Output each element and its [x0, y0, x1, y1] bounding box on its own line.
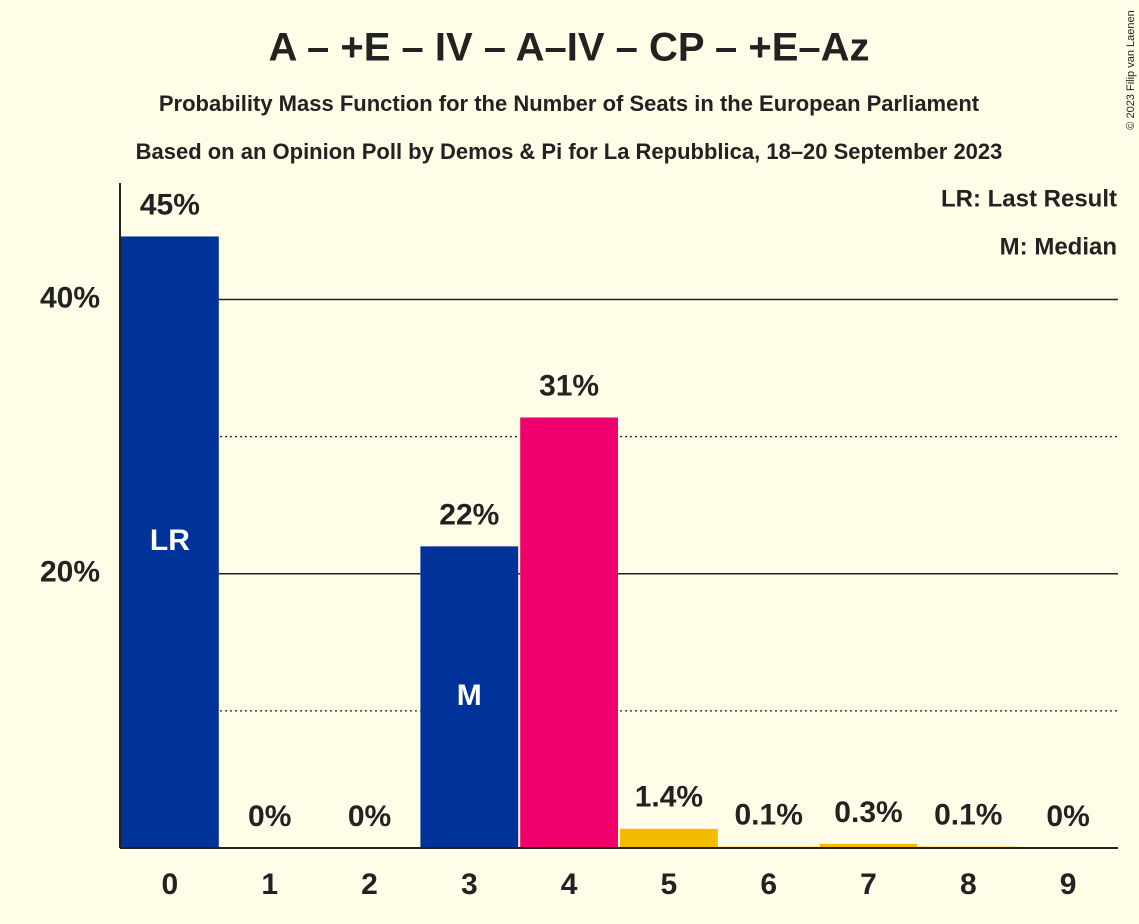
copyright: © 2023 Filip van Laenen — [1125, 10, 1137, 129]
x-tick-label: 9 — [1060, 868, 1077, 901]
x-tick-label: 4 — [561, 868, 578, 901]
bar — [520, 417, 618, 848]
bar-gap — [719, 844, 818, 848]
value-label: 0% — [348, 800, 391, 833]
bar — [420, 546, 519, 848]
bar — [620, 828, 718, 848]
x-tick-label: 5 — [661, 868, 678, 901]
bar-marker: M — [457, 679, 482, 712]
value-label: 0.1% — [934, 799, 1002, 832]
bar — [819, 843, 918, 848]
bar-marker: LR — [150, 524, 190, 557]
chart-subtitle: Based on an Opinion Poll by Demos & Pi f… — [136, 139, 1003, 164]
chart-subtitle: Probability Mass Function for the Number… — [159, 91, 980, 116]
value-label: 0.3% — [834, 796, 902, 829]
x-tick-label: 6 — [760, 868, 777, 901]
value-label: 45% — [140, 188, 200, 221]
legend-entry: M: Median — [1000, 233, 1117, 260]
x-tick-label: 3 — [461, 868, 478, 901]
x-tick-label: 7 — [860, 868, 877, 901]
value-label: 22% — [439, 498, 499, 531]
y-tick-label: 20% — [40, 556, 100, 589]
value-label: 1.4% — [635, 781, 703, 814]
value-label: 0% — [248, 800, 291, 833]
bar-gap — [919, 844, 1018, 848]
value-label: 0.1% — [735, 799, 803, 832]
y-tick-label: 40% — [40, 281, 100, 314]
x-tick-label: 1 — [261, 868, 278, 901]
x-tick-label: 0 — [162, 868, 179, 901]
value-label: 31% — [539, 369, 599, 402]
bar — [121, 236, 219, 848]
x-tick-label: 8 — [960, 868, 977, 901]
chart-title: A – +E – IV – A–IV – CP – +E–Az — [268, 26, 869, 70]
legend-entry: LR: Last Result — [941, 185, 1117, 212]
x-tick-label: 2 — [361, 868, 378, 901]
value-label: 0% — [1046, 800, 1089, 833]
